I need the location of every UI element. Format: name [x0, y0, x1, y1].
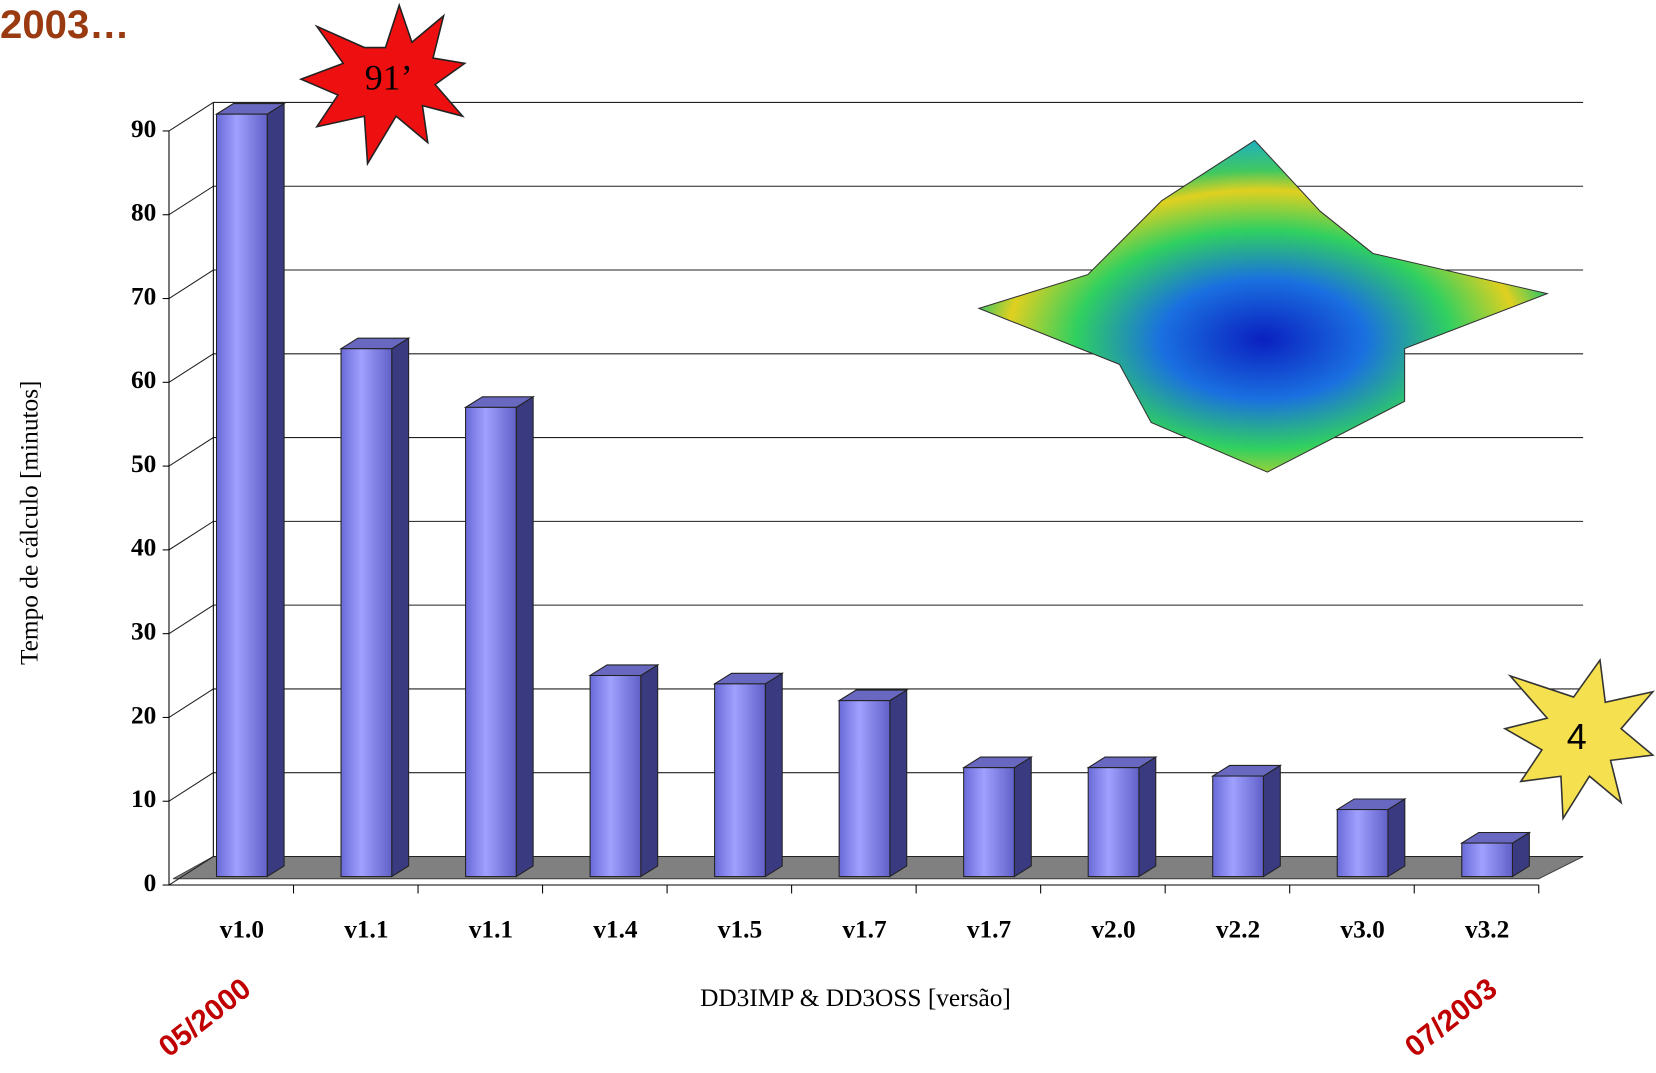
bar [964, 768, 1015, 877]
bar [1213, 776, 1264, 877]
bar [715, 684, 766, 877]
start-date: 05/2000 [153, 972, 258, 1064]
y-tick-label: 50 [131, 450, 156, 478]
x-tick-label: v3.0 [1340, 915, 1384, 943]
bar-side [392, 338, 409, 876]
bar [1462, 843, 1513, 877]
annotation: 4 [1567, 717, 1587, 757]
x-tick-label: v1.7 [967, 915, 1012, 943]
x-tick-label: v2.2 [1216, 915, 1260, 943]
y-tick-label: 40 [131, 534, 156, 562]
x-tick-label: v1.1 [469, 915, 513, 943]
end-date: 07/2003 [1399, 972, 1504, 1064]
bar-side [765, 673, 782, 876]
plot-area: 0 10 20 30 40 50 60 70 80 90 v1.0 v1.1 v1.1 v1.4 v1.5 v… [131, 102, 1583, 943]
x-tick-label: v2.0 [1091, 915, 1135, 943]
x-tick-label: v1.0 [220, 915, 264, 943]
y-tick-label: 0 [144, 869, 157, 897]
x-tick-label: v1.4 [593, 915, 638, 943]
annotation: 91’ [365, 58, 413, 98]
bar [839, 701, 890, 877]
x-tick-label: v3.2 [1465, 915, 1509, 943]
bar [466, 407, 517, 876]
bar-side [1263, 765, 1280, 876]
bar-side [267, 104, 284, 877]
bar-side [1014, 757, 1031, 876]
y-axis-label: Tempo de cálculo [minutos] [16, 381, 44, 665]
x-tick-label: v1.7 [842, 915, 887, 943]
y-tick-label: 70 [131, 282, 156, 310]
y-tick-label: 90 [131, 115, 156, 143]
y-tick-label: 80 [131, 199, 156, 227]
bar [590, 675, 641, 876]
y-tick-label: 20 [131, 701, 156, 729]
x-tick-label: v1.5 [718, 915, 762, 943]
grid-line [169, 186, 1583, 215]
bar-side [1139, 757, 1156, 876]
bar [1088, 768, 1139, 877]
bar-side [890, 690, 907, 877]
x-axis-label: DD3IMP & DD3OSS [versão] [700, 984, 1011, 1012]
title: 2003… [0, 2, 129, 47]
bar-side [641, 665, 658, 877]
bar [341, 349, 392, 877]
bar-side [516, 397, 533, 877]
chart: 0 10 20 30 40 50 60 70 80 90 v1.0 v1.1 v1.1 v1.4 v1.5 v… [0, 0, 1656, 1073]
bar [217, 114, 268, 876]
bar-side [1388, 799, 1405, 877]
simulation-image [979, 140, 1547, 472]
y-tick-label: 60 [131, 366, 156, 394]
y-tick-label: 10 [131, 785, 156, 813]
x-tick-label: v1.1 [344, 915, 388, 943]
bar [1337, 810, 1388, 877]
y-tick-label: 30 [131, 617, 156, 645]
